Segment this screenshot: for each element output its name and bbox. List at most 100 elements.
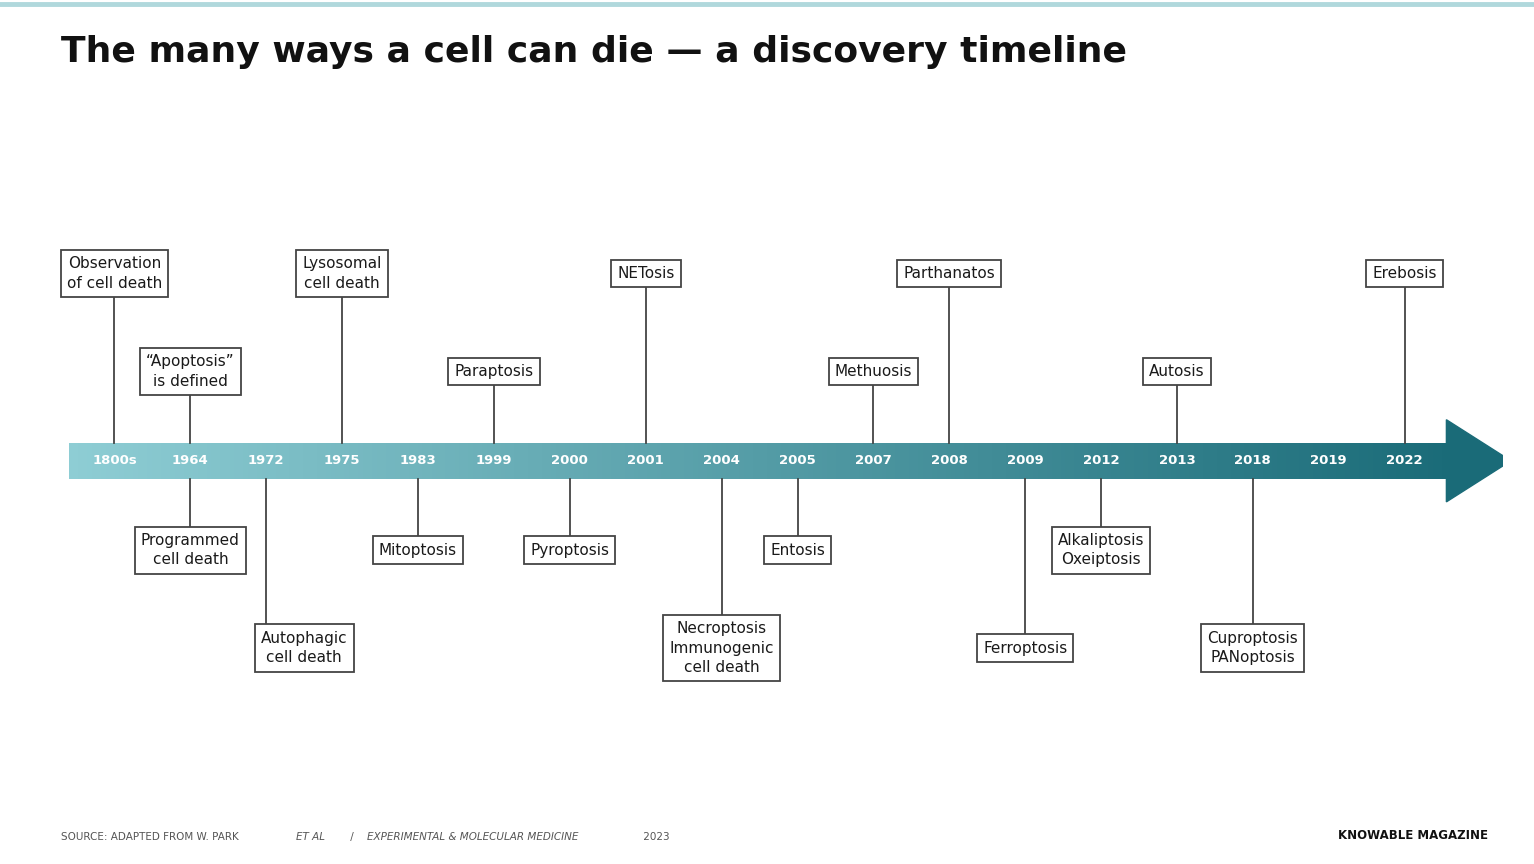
Text: 2007: 2007 [854, 454, 891, 467]
Bar [1106, 443, 1111, 479]
Bar [983, 443, 988, 479]
Bar [422, 443, 426, 479]
Text: 2005: 2005 [779, 454, 816, 467]
Bar [1170, 443, 1175, 479]
Bar [638, 443, 643, 479]
Bar [951, 443, 956, 479]
Bar [882, 443, 887, 479]
Bar [992, 443, 997, 479]
Bar [634, 443, 638, 479]
Text: 2013: 2013 [1158, 454, 1195, 467]
Bar [1055, 443, 1060, 479]
Text: ET AL: ET AL [296, 832, 325, 842]
Bar [486, 443, 491, 479]
Bar [1134, 443, 1138, 479]
Text: 1800s: 1800s [92, 454, 137, 467]
Text: 2023: 2023 [640, 832, 669, 842]
Bar [689, 443, 693, 479]
Text: Parthanatos: Parthanatos [904, 266, 996, 281]
Text: 2018: 2018 [1235, 454, 1272, 467]
Bar [1034, 443, 1039, 479]
Bar [1253, 443, 1258, 479]
Bar [730, 443, 735, 479]
Bar [272, 443, 276, 479]
Bar [1405, 443, 1410, 479]
Bar [313, 443, 318, 479]
Bar [92, 443, 97, 479]
Text: 1983: 1983 [400, 454, 437, 467]
Bar [652, 443, 657, 479]
Bar [813, 443, 818, 479]
Bar [327, 443, 331, 479]
Bar [542, 443, 546, 479]
Bar [1097, 443, 1101, 479]
Bar [850, 443, 854, 479]
Bar [1221, 443, 1226, 479]
Bar [1166, 443, 1170, 479]
Bar [1239, 443, 1244, 479]
Bar [216, 443, 221, 479]
Bar [212, 443, 216, 479]
Bar [1281, 443, 1285, 479]
Bar [739, 443, 744, 479]
Bar [120, 443, 124, 479]
Text: 1964: 1964 [172, 454, 209, 467]
Bar [403, 443, 408, 479]
Bar [1419, 443, 1424, 479]
Bar [933, 443, 937, 479]
Bar [551, 443, 555, 479]
Text: 2012: 2012 [1083, 454, 1120, 467]
Bar [454, 443, 459, 479]
Bar [1124, 443, 1129, 479]
Bar [472, 443, 477, 479]
Bar [477, 443, 482, 479]
Text: 1975: 1975 [324, 454, 360, 467]
Bar [1249, 443, 1253, 479]
Bar [528, 443, 532, 479]
Text: 2001: 2001 [627, 454, 664, 467]
Bar [560, 443, 565, 479]
Bar [189, 443, 193, 479]
Bar [956, 443, 960, 479]
Bar [762, 443, 767, 479]
Bar [390, 443, 394, 479]
Bar [666, 443, 670, 479]
Bar [235, 443, 239, 479]
Bar [606, 443, 611, 479]
Text: Cuproptosis
PANoptosis: Cuproptosis PANoptosis [1207, 631, 1298, 665]
Bar [946, 443, 951, 479]
Bar [491, 443, 495, 479]
Bar [322, 443, 327, 479]
Bar [818, 443, 822, 479]
Bar [1295, 443, 1299, 479]
Bar [1327, 443, 1332, 479]
Text: SOURCE: ADAPTED FROM W. PARK: SOURCE: ADAPTED FROM W. PARK [61, 832, 242, 842]
Bar [509, 443, 514, 479]
Text: 2009: 2009 [1006, 454, 1043, 467]
Bar [905, 443, 910, 479]
Bar [129, 443, 133, 479]
Bar [896, 443, 900, 479]
Bar [1442, 443, 1447, 479]
Bar [1129, 443, 1134, 479]
Bar [1428, 443, 1433, 479]
Bar [69, 443, 74, 479]
Bar [776, 443, 781, 479]
Bar [937, 443, 942, 479]
Bar [83, 443, 87, 479]
Bar [1336, 443, 1341, 479]
Bar [364, 443, 368, 479]
Bar [1410, 443, 1414, 479]
Bar [574, 443, 578, 479]
Bar [753, 443, 758, 479]
Bar [1258, 443, 1262, 479]
Bar [919, 443, 923, 479]
Bar [698, 443, 703, 479]
Bar [239, 443, 244, 479]
Text: Autosis: Autosis [1149, 364, 1204, 379]
Bar [1161, 443, 1166, 479]
Bar [1157, 443, 1161, 479]
Bar [262, 443, 267, 479]
Bar [170, 443, 175, 479]
Bar [175, 443, 179, 479]
